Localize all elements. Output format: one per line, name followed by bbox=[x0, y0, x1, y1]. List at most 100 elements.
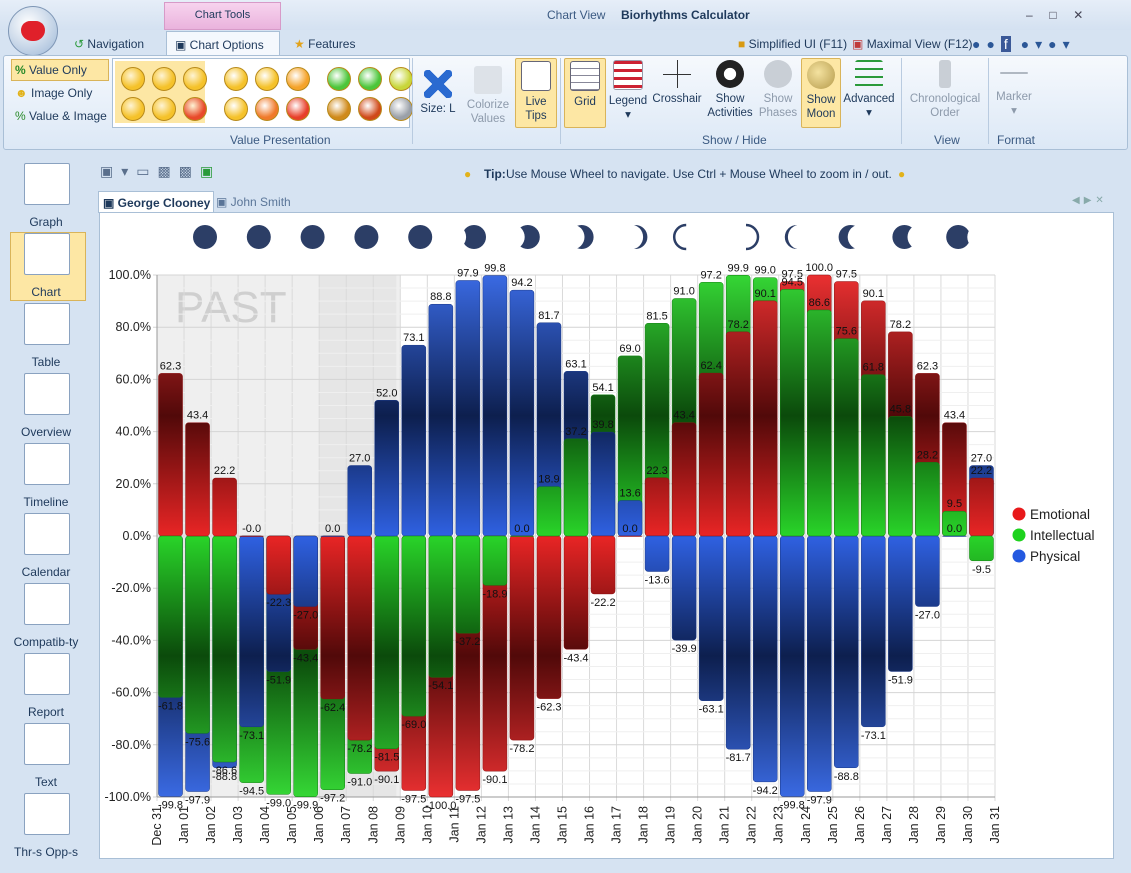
bar bbox=[320, 535, 345, 700]
value-label: 28.2 bbox=[917, 449, 938, 461]
value-label: -39.9 bbox=[672, 643, 697, 655]
quick-icons[interactable]: ●● f ●▾●▾ bbox=[972, 36, 1076, 52]
ribbon-button[interactable]: Show Moon bbox=[801, 58, 841, 128]
bar bbox=[428, 303, 454, 537]
value-label: 0.0 bbox=[947, 523, 962, 535]
value-label: 62.3 bbox=[160, 360, 181, 372]
bar bbox=[185, 422, 210, 537]
bar bbox=[509, 535, 535, 537]
bar bbox=[509, 289, 535, 537]
value-mode[interactable]: % Value Only bbox=[15, 63, 87, 77]
y-tick-label: -40.0% bbox=[111, 633, 151, 647]
tab[interactable]: ↺ Navigation bbox=[74, 37, 145, 51]
sidebar-icon[interactable] bbox=[24, 303, 70, 345]
value-label: 22.2 bbox=[214, 465, 235, 477]
x-tick-label: Jan 03 bbox=[231, 806, 245, 844]
sidebar-icon[interactable] bbox=[24, 513, 70, 555]
value-label: 97.2 bbox=[700, 269, 721, 281]
profile-tab[interactable]: ▣ John Smith bbox=[216, 195, 291, 209]
gallery-icon bbox=[224, 97, 248, 121]
value-label: -88.8 bbox=[834, 771, 859, 783]
app-button[interactable] bbox=[8, 6, 58, 56]
sidebar-icon[interactable] bbox=[24, 373, 70, 415]
moon-edge bbox=[672, 223, 687, 251]
sidebar-icon[interactable] bbox=[24, 653, 70, 695]
ribbon-button[interactable]: Advanced ▾ bbox=[842, 58, 896, 120]
button-label: Grid bbox=[574, 96, 596, 108]
value-label: -63.1 bbox=[699, 704, 724, 716]
x-tick-label: Jan 10 bbox=[420, 806, 434, 844]
bar bbox=[563, 535, 589, 650]
bar bbox=[428, 535, 454, 678]
ribbon-button[interactable]: Live Tips bbox=[515, 58, 557, 128]
tab-nav[interactable]: ◀▶✕ bbox=[1072, 195, 1108, 206]
x-tick-label: Jan 23 bbox=[772, 806, 786, 844]
x-tick-label: Jan 20 bbox=[691, 806, 705, 844]
value-labels: -99.862.3-61.8-97.9-75.643.4-88.8-86.622… bbox=[158, 262, 992, 812]
sidebar-icon[interactable] bbox=[24, 723, 70, 765]
y-tick-label: 80.0% bbox=[116, 320, 151, 334]
window-controls[interactable]: – □ ✕ bbox=[1026, 8, 1084, 22]
moon-shadow bbox=[618, 224, 644, 250]
value-label: -51.9 bbox=[266, 674, 291, 686]
separator bbox=[901, 58, 902, 144]
value-label: -94.2 bbox=[753, 785, 778, 797]
icon-gallery[interactable] bbox=[112, 58, 413, 128]
value-label: -91.0 bbox=[347, 777, 372, 789]
bar bbox=[212, 477, 237, 537]
button-label: Show Moon bbox=[806, 94, 836, 120]
x-tick-label: Dec 31 bbox=[150, 806, 164, 846]
tip-icon: ● bbox=[464, 167, 472, 181]
sidebar-label[interactable]: Text bbox=[34, 775, 57, 789]
bar bbox=[374, 535, 400, 749]
value-mode[interactable]: % Value & Image bbox=[15, 109, 107, 123]
bar bbox=[807, 309, 832, 537]
ribbon-button[interactable]: Grid bbox=[564, 58, 606, 128]
sidebar-icon[interactable] bbox=[24, 233, 70, 275]
sidebar-icon[interactable] bbox=[24, 163, 70, 205]
sidebar-label[interactable]: Calendar bbox=[21, 565, 71, 579]
value-label: 81.5 bbox=[646, 310, 667, 322]
tab-selected[interactable]: ▣ Chart Options bbox=[166, 31, 280, 57]
value-label: 18.9 bbox=[538, 474, 559, 486]
bar bbox=[401, 344, 427, 537]
value-label: -97.2 bbox=[320, 793, 345, 805]
sidebar-icon[interactable] bbox=[24, 793, 70, 835]
sidebar-label[interactable]: Timeline bbox=[23, 495, 69, 509]
x-tick-label: Jan 09 bbox=[393, 806, 407, 844]
sidebar-label[interactable]: Chart bbox=[31, 285, 61, 299]
sidebar-label[interactable]: Table bbox=[31, 355, 61, 369]
tab[interactable]: ★ Features bbox=[294, 37, 356, 51]
app-title: Biorhythms Calculator bbox=[621, 8, 750, 22]
context-tab-group: Chart Tools bbox=[164, 2, 281, 30]
sidebar-label[interactable]: Graph bbox=[29, 215, 63, 229]
value-label: 94.5 bbox=[782, 276, 803, 288]
value-label: -99.8 bbox=[158, 799, 183, 811]
value-label: -18.9 bbox=[482, 588, 507, 600]
profile-tab-selected[interactable]: ▣ George Clooney bbox=[98, 191, 214, 213]
moon-edge bbox=[745, 223, 760, 251]
sidebar-label[interactable]: Report bbox=[27, 705, 65, 719]
sidebar-icon[interactable] bbox=[24, 583, 70, 625]
x-tick-label: Jan 16 bbox=[583, 806, 597, 844]
quick-button[interactable]: ■ Simplified UI (F11) bbox=[738, 37, 848, 51]
toolbar-icons[interactable]: ▣▾▭▩▩▣ bbox=[100, 163, 222, 179]
button-label: Crosshair bbox=[652, 93, 702, 105]
value-label: 97.9 bbox=[457, 267, 478, 279]
sidebar-label[interactable]: Overview bbox=[20, 425, 71, 439]
bar bbox=[509, 535, 535, 741]
value-mode[interactable]: ☻ Image Only bbox=[15, 86, 93, 100]
gallery-icon bbox=[327, 67, 351, 91]
bar bbox=[536, 486, 562, 537]
ribbon-button[interactable]: Size: L bbox=[416, 58, 460, 116]
ribbon-button[interactable]: Legend ▾ bbox=[606, 58, 650, 122]
value-label: -100.0 bbox=[425, 800, 456, 812]
ribbon-button[interactable]: Crosshair bbox=[652, 58, 702, 106]
sidebar-label[interactable]: Compatib-ty bbox=[13, 635, 79, 649]
sidebar-icon[interactable] bbox=[24, 443, 70, 485]
sidebar-label[interactable]: Thr-s Opp-s bbox=[13, 845, 78, 859]
ribbon-button[interactable]: Show Activities bbox=[706, 58, 754, 120]
value-label: -62.4 bbox=[320, 702, 345, 714]
value-mode-selected[interactable] bbox=[11, 59, 109, 81]
quick-button[interactable]: ▣ Maximal View (F12) bbox=[852, 37, 973, 51]
